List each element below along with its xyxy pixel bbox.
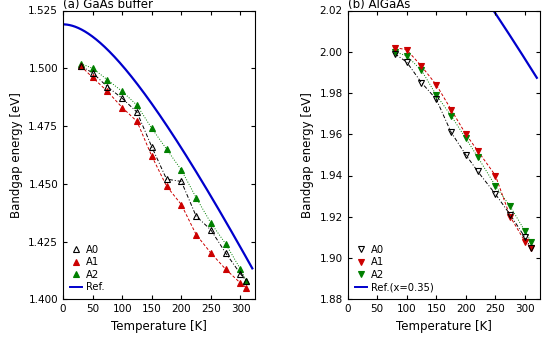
Y-axis label: Bandgap energy [eV]: Bandgap energy [eV] [301, 92, 314, 218]
Y-axis label: Bandgap energy [eV]: Bandgap energy [eV] [10, 92, 22, 218]
X-axis label: Temperature [K]: Temperature [K] [111, 320, 207, 332]
X-axis label: Temperature [K]: Temperature [K] [396, 320, 492, 332]
Text: (b) AlGaAs: (b) AlGaAs [347, 0, 410, 11]
Legend: A0, A1, A2, Ref.(x=0.35): A0, A1, A2, Ref.(x=0.35) [352, 243, 435, 294]
Text: (a) GaAs buffer: (a) GaAs buffer [63, 0, 153, 11]
Legend: A0, A1, A2, Ref.: A0, A1, A2, Ref. [68, 243, 107, 294]
